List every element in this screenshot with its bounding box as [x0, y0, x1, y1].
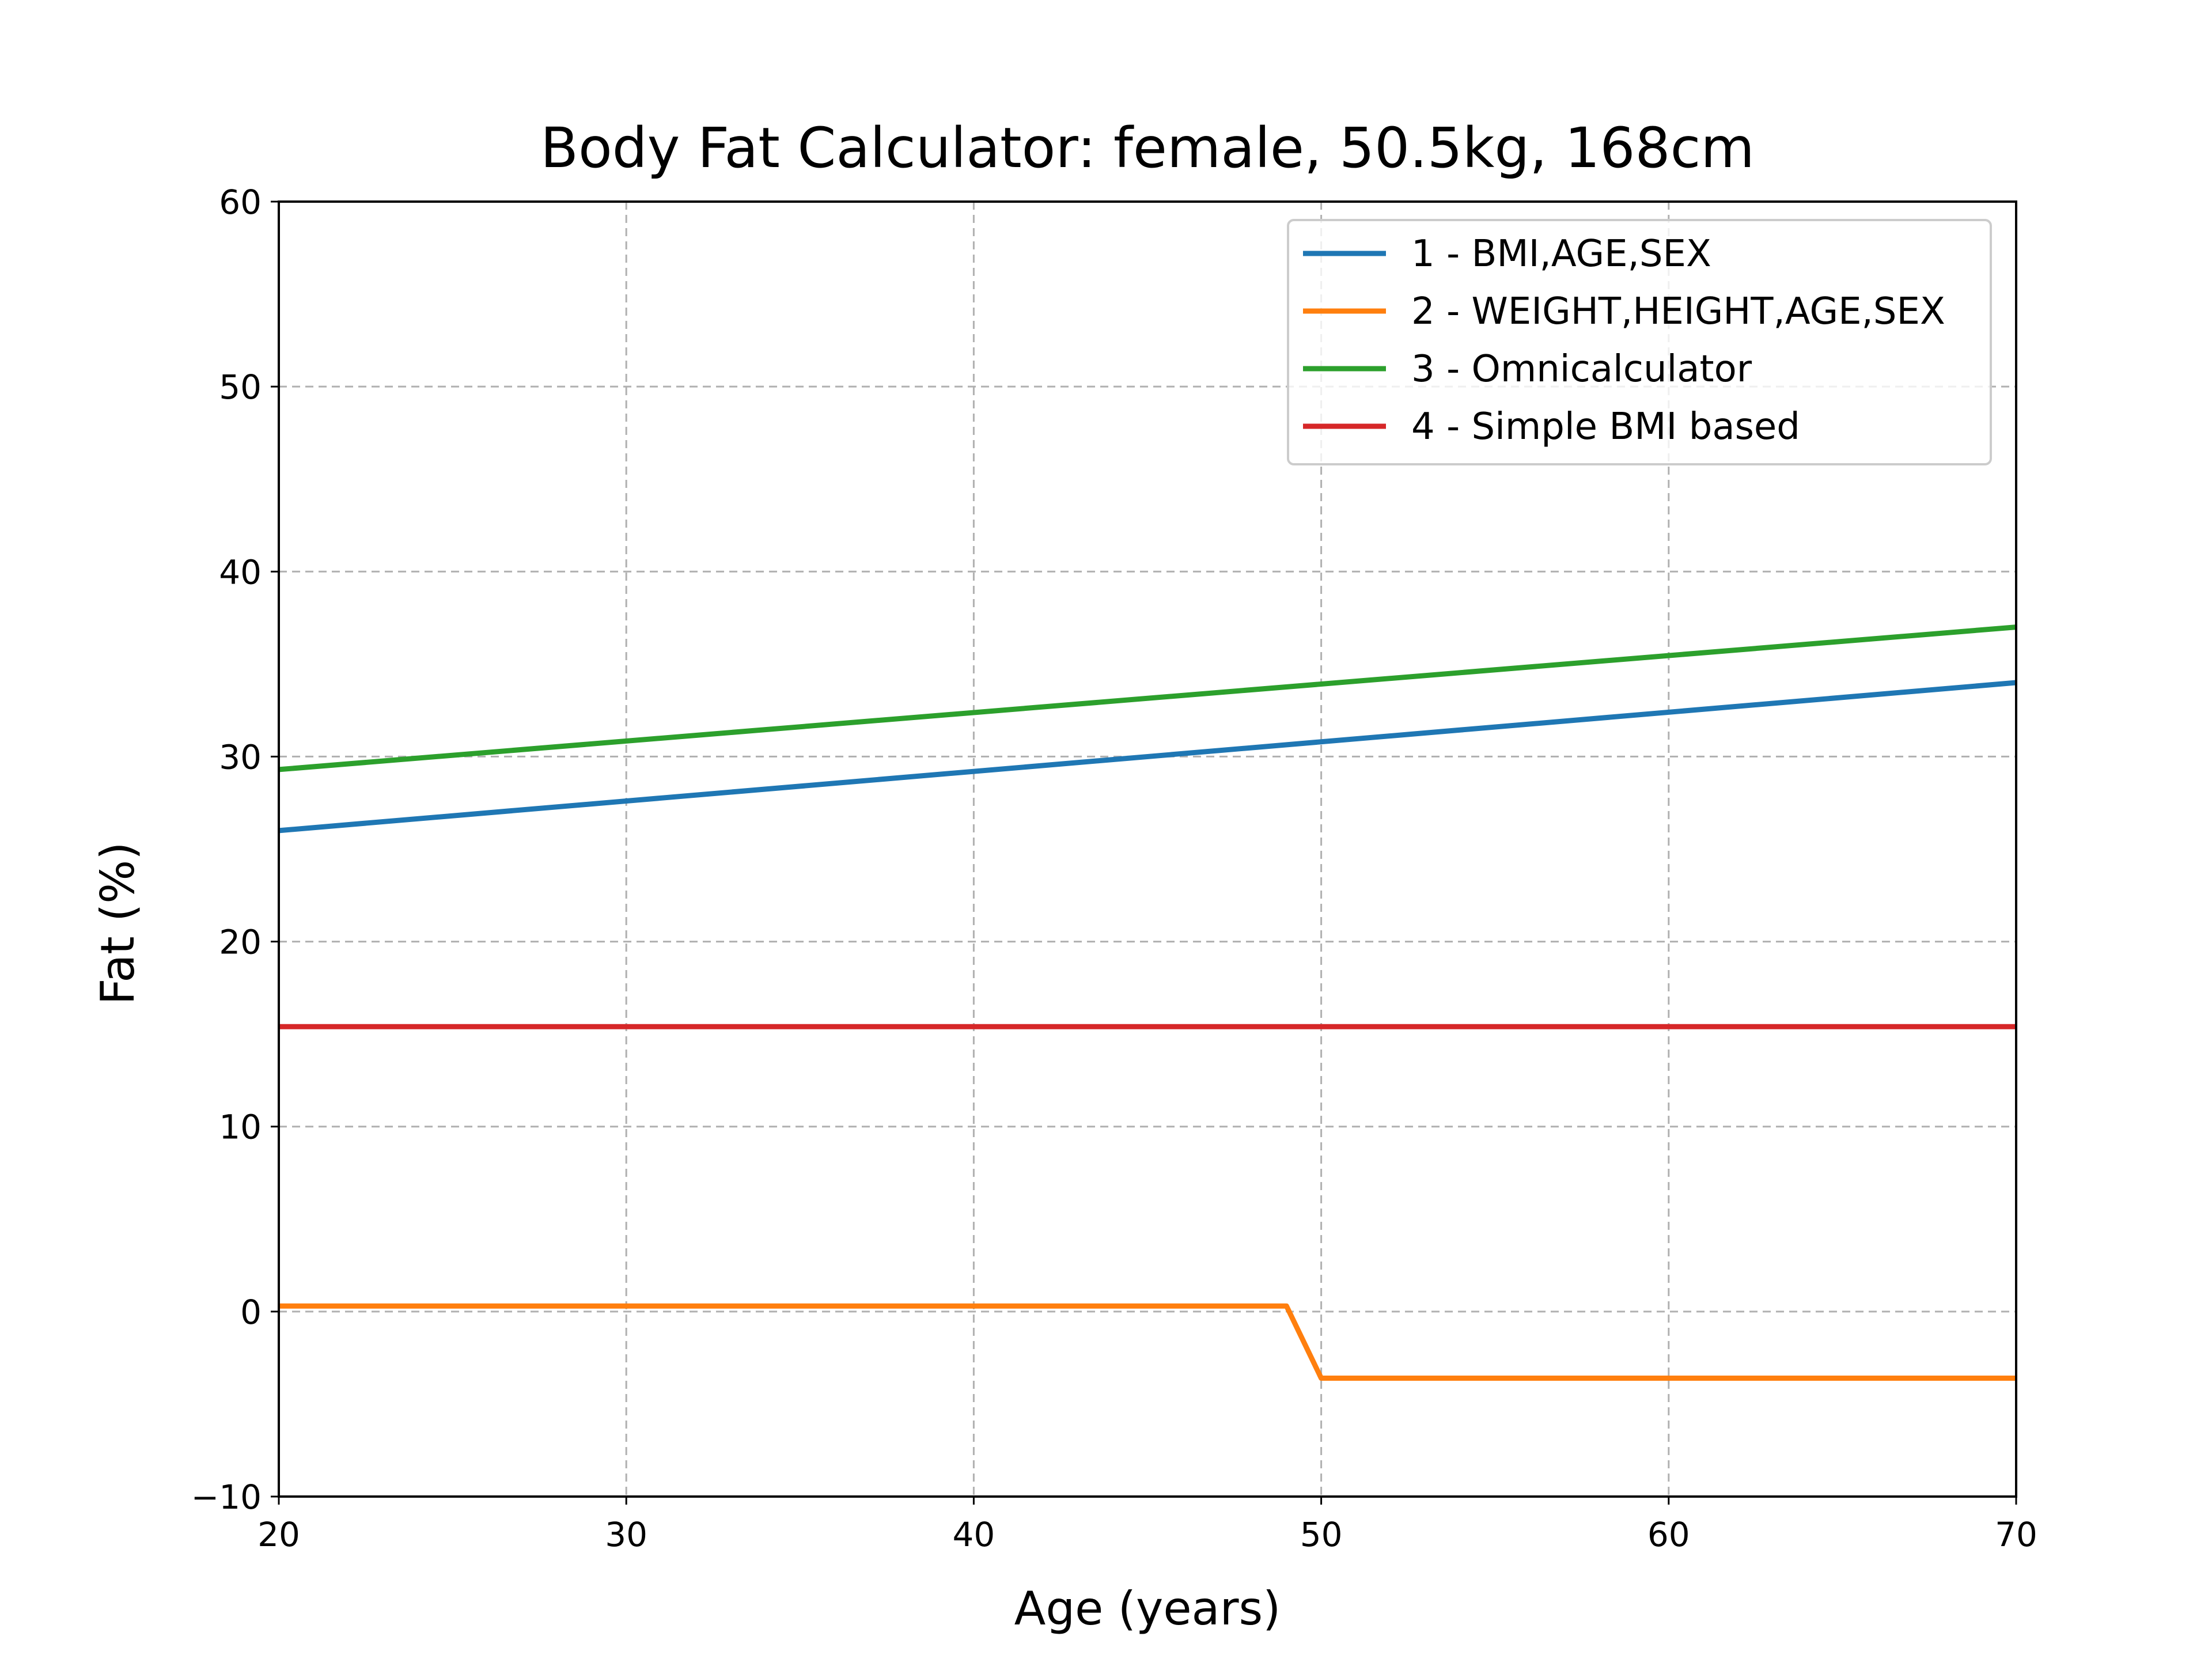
y-tick-label: 10 [219, 1108, 262, 1147]
y-tick-label: −10 [191, 1478, 262, 1517]
x-tick-label: 20 [257, 1515, 300, 1554]
legend-label: 3 - Omnicalculator [1411, 348, 1752, 391]
legend-label: 1 - BMI,AGE,SEX [1411, 233, 1711, 275]
y-tick-label: 40 [219, 552, 262, 592]
x-tick-label: 60 [1647, 1515, 1690, 1554]
y-tick-label: 60 [219, 183, 262, 222]
plot-frame [278, 200, 2017, 1498]
y-tick-label: 50 [219, 368, 262, 407]
legend: 1 - BMI,AGE,SEX 2 - WEIGHT,HEIGHT,AGE,SEX… [1287, 219, 1992, 465]
series-line [278, 624, 2017, 772]
x-tick-label: 40 [952, 1515, 995, 1554]
series-line [278, 680, 2017, 834]
series-layer [278, 624, 2017, 1381]
x-axis-label: Age (years) [1014, 1582, 1281, 1635]
series-line [279, 1303, 2016, 1381]
chart-title: Body Fat Calculator: female, 50.5kg, 168… [540, 116, 1755, 180]
x-axis-ticks: 20 30 40 50 60 70 [257, 1497, 2037, 1554]
y-tick-label: 0 [240, 1293, 262, 1332]
x-tick-label: 30 [605, 1515, 647, 1554]
x-tick-label: 70 [1995, 1515, 2037, 1554]
legend-label: 4 - Simple BMI based [1411, 406, 1800, 448]
y-axis-label: Fat (%) [91, 842, 145, 1005]
legend-label: 2 - WEIGHT,HEIGHT,AGE,SEX [1411, 290, 1945, 333]
y-tick-label: 30 [219, 737, 262, 777]
x-tick-label: 50 [1300, 1515, 1343, 1554]
y-tick-label: 20 [219, 923, 262, 962]
y-axis-ticks: −10 0 10 20 30 40 50 60 [191, 183, 279, 1517]
legend-box [1287, 219, 1992, 465]
